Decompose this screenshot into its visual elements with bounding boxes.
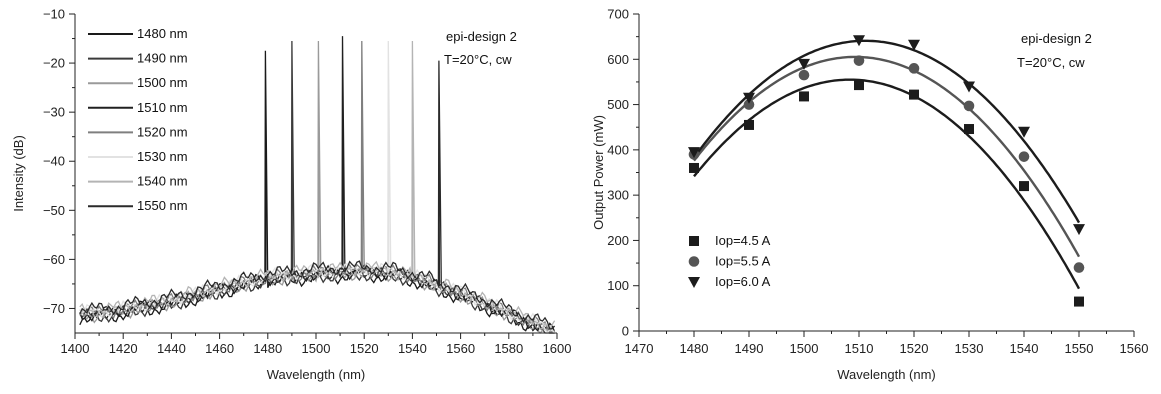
data-point-series-1 — [744, 119, 754, 130]
y-tick-label: −20 — [43, 56, 65, 71]
data-point-series-1 — [799, 91, 809, 102]
annotation-line: T=20°C, cw — [1017, 55, 1085, 70]
legend-marker — [688, 256, 700, 267]
x-tick-label: 1400 — [61, 341, 90, 356]
data-point-series-3 — [963, 81, 975, 93]
legend-entry: 1500 nm — [137, 75, 188, 90]
y-tick-label: −70 — [43, 301, 65, 316]
x-axis-title: Wavelength (nm) — [837, 367, 936, 382]
data-point-series-3 — [1073, 224, 1085, 236]
data-point-series-1 — [909, 89, 919, 100]
data-point-series-2 — [963, 100, 975, 112]
fit-curve-2 — [693, 55, 1081, 258]
legend-entry: Iop=6.0 A — [715, 274, 771, 289]
x-tick-label: 1530 — [955, 341, 984, 356]
legend-entry: 1540 nm — [137, 174, 188, 189]
fit-curve-3 — [693, 39, 1081, 224]
y-axis-title: Intensity (dB) — [11, 135, 26, 212]
y-tick-label: 0 — [622, 324, 629, 339]
x-tick-label: 1480 — [253, 341, 282, 356]
y-tick-label: −60 — [43, 252, 65, 267]
power-chart: 1470 1480 1490 1500 1510 1520 1530 1540 1550 1560… — [591, 7, 1149, 383]
x-tick-label: 1560 — [1120, 341, 1149, 356]
data-point-series-3 — [688, 147, 700, 159]
data-point-series-1 — [1074, 296, 1084, 307]
data-point-series-1 — [854, 80, 864, 91]
data-point-series-3 — [798, 58, 810, 70]
legend-entry: 1550 nm — [137, 198, 188, 213]
data-point-series-3 — [1018, 126, 1030, 138]
y-tick-label: 200 — [607, 233, 629, 248]
data-point-series-3 — [853, 35, 865, 47]
x-tick-label: 1460 — [205, 341, 234, 356]
y-tick-label: −40 — [43, 154, 65, 169]
x-axis-title: Wavelength (nm) — [267, 367, 366, 382]
y-tick-label: 600 — [607, 52, 629, 67]
data-point-series-3 — [908, 39, 920, 51]
legend-entry: 1530 nm — [137, 149, 188, 164]
x-tick-label: 1490 — [735, 341, 764, 356]
x-tick-label: 1510 — [845, 341, 874, 356]
data-point-series-1 — [1019, 181, 1029, 192]
y-tick-label: 300 — [607, 188, 629, 203]
x-tick-label: 1420 — [109, 341, 138, 356]
spectrum-line-1480-nm — [79, 50, 555, 334]
fit-curve-1 — [693, 78, 1081, 290]
legend-entry: 1490 nm — [137, 51, 188, 66]
y-tick-label: 100 — [607, 278, 629, 293]
x-tick-label: 1470 — [625, 341, 654, 356]
y-tick-label: −10 — [43, 7, 65, 22]
y-axis-title: Output Power (mW) — [591, 115, 606, 230]
data-point-series-1 — [964, 124, 974, 135]
x-tick-label: 1540 — [398, 341, 427, 356]
x-tick-label: 1580 — [494, 341, 523, 356]
y-tick-label: −50 — [43, 203, 65, 218]
y-tick-label: 400 — [607, 142, 629, 157]
x-tick-label: 1540 — [1010, 341, 1039, 356]
legend-entry: 1480 nm — [137, 26, 188, 41]
legend-entry: 1510 nm — [137, 100, 188, 115]
legend-entry: 1520 nm — [137, 124, 188, 139]
data-point-series-2 — [853, 55, 865, 66]
x-tick-label: 1440 — [157, 341, 186, 356]
x-tick-label: 1480 — [680, 341, 709, 356]
y-tick-label: −30 — [43, 105, 65, 120]
x-tick-label: 1550 — [1065, 341, 1094, 356]
legend-entry: Iop=4.5 A — [715, 233, 771, 248]
x-tick-label: 1520 — [900, 341, 929, 356]
x-tick-label: 1500 — [790, 341, 819, 356]
y-tick-label: 700 — [607, 7, 629, 22]
annotation-line: T=20°C, cw — [444, 52, 512, 67]
annotation-line: epi-design 2 — [446, 29, 517, 44]
x-tick-label: 1560 — [446, 341, 475, 356]
spectrum-chart: 1400 1420 1440 1460 1480 1500 1520 1540 1560 1580… — [11, 7, 572, 383]
x-tick-label: 1500 — [302, 341, 331, 356]
x-tick-label: 1600 — [543, 341, 572, 356]
legend-marker — [688, 277, 700, 288]
x-tick-label: 1520 — [350, 341, 379, 356]
data-point-series-3 — [743, 92, 755, 104]
data-point-series-2 — [1018, 151, 1030, 162]
spectrum-line-1530-nm — [79, 40, 556, 335]
data-point-series-2 — [798, 69, 810, 81]
annotation-line: epi-design 2 — [1021, 31, 1092, 46]
data-point-series-2 — [908, 63, 920, 74]
y-tick-label: 500 — [607, 97, 629, 112]
spectrum-line-1550-nm — [79, 60, 556, 330]
data-point-series-1 — [689, 162, 699, 173]
data-point-series-2 — [1073, 262, 1085, 273]
legend-entry: Iop=5.5 A — [715, 254, 771, 269]
data-point-series-2 — [743, 99, 755, 110]
legend-marker — [689, 236, 699, 246]
